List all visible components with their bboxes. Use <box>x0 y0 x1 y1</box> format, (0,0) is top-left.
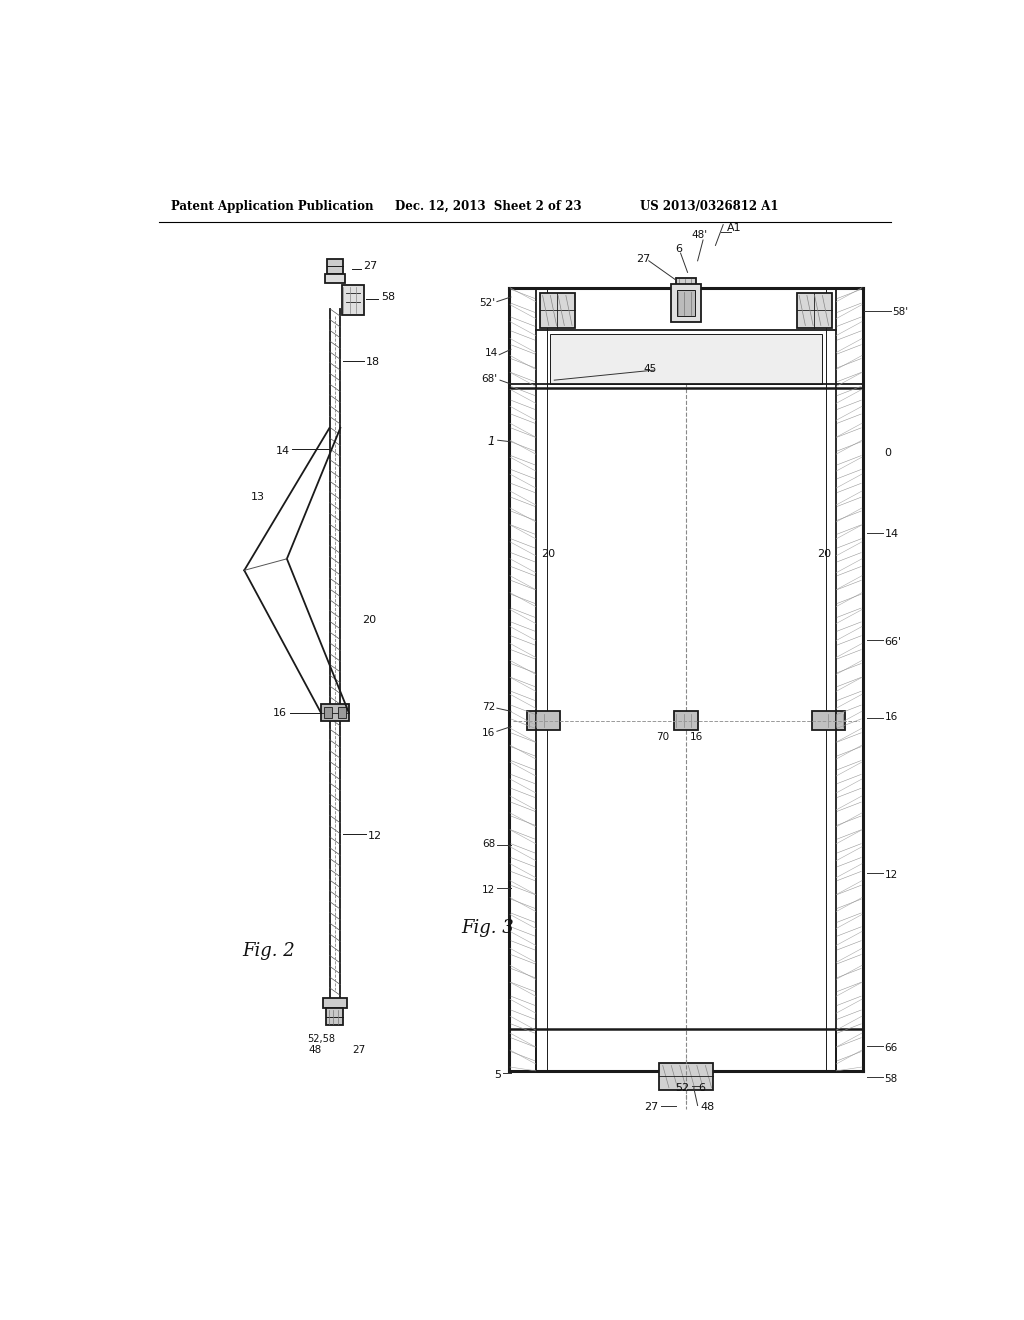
Text: 20: 20 <box>541 549 555 560</box>
Text: 1: 1 <box>487 436 496 449</box>
Bar <box>325 275 345 284</box>
Text: 14: 14 <box>885 529 898 539</box>
Text: 70: 70 <box>655 733 669 742</box>
Bar <box>812 711 845 730</box>
Bar <box>338 708 346 718</box>
Text: 66: 66 <box>885 1043 898 1053</box>
Bar <box>674 711 698 730</box>
Text: US 2013/0326812 A1: US 2013/0326812 A1 <box>640 199 778 213</box>
Text: 13: 13 <box>251 492 265 502</box>
Text: 6: 6 <box>698 1082 705 1093</box>
Text: 52: 52 <box>675 1082 689 1093</box>
Text: Patent Application Publication: Patent Application Publication <box>171 199 373 213</box>
Text: 16: 16 <box>482 727 496 738</box>
Bar <box>676 277 696 292</box>
Text: 58: 58 <box>885 1073 898 1084</box>
Text: 68': 68' <box>481 374 498 384</box>
Text: 58': 58' <box>892 308 908 317</box>
Text: 45: 45 <box>643 363 656 374</box>
Text: 16: 16 <box>885 711 898 722</box>
Text: 14: 14 <box>275 446 290 455</box>
Bar <box>658 1063 713 1090</box>
Text: 12: 12 <box>885 870 898 879</box>
Text: 58: 58 <box>381 292 395 302</box>
Text: 66': 66' <box>885 638 901 647</box>
Bar <box>541 293 575 327</box>
Text: 72: 72 <box>482 702 496 711</box>
Text: 16: 16 <box>690 733 703 742</box>
Bar <box>328 259 343 275</box>
Text: 5: 5 <box>495 1069 502 1080</box>
Text: 6: 6 <box>675 244 682 255</box>
Text: A1: A1 <box>727 223 741 232</box>
Bar <box>327 1008 343 1026</box>
Text: 52,58: 52,58 <box>307 1035 335 1044</box>
Text: 20: 20 <box>362 615 376 626</box>
Text: 18: 18 <box>366 358 380 367</box>
Text: 16: 16 <box>272 708 287 718</box>
Text: Fig. 3: Fig. 3 <box>461 920 514 937</box>
Text: 12: 12 <box>368 832 382 841</box>
Bar <box>324 998 346 1008</box>
Text: 27: 27 <box>362 261 377 271</box>
Text: 27: 27 <box>644 1102 658 1111</box>
Bar <box>324 708 332 718</box>
Text: 52': 52' <box>479 298 496 308</box>
Text: 27: 27 <box>636 253 650 264</box>
Text: 0: 0 <box>885 449 892 458</box>
Bar <box>677 290 695 317</box>
Text: 12: 12 <box>482 884 496 895</box>
Bar <box>550 334 821 384</box>
Bar <box>672 284 700 322</box>
Text: 20: 20 <box>817 549 831 560</box>
Bar <box>797 293 831 327</box>
Text: 27: 27 <box>352 1045 366 1055</box>
Bar <box>527 711 560 730</box>
Text: 48: 48 <box>700 1102 715 1111</box>
Text: 14: 14 <box>484 348 498 358</box>
Text: Fig. 2: Fig. 2 <box>243 942 296 961</box>
Bar <box>321 705 349 721</box>
Text: 48': 48' <box>692 231 708 240</box>
Text: 48: 48 <box>308 1045 322 1055</box>
Bar <box>342 285 364 314</box>
Text: 68: 68 <box>482 838 496 849</box>
Text: Dec. 12, 2013  Sheet 2 of 23: Dec. 12, 2013 Sheet 2 of 23 <box>395 199 582 213</box>
